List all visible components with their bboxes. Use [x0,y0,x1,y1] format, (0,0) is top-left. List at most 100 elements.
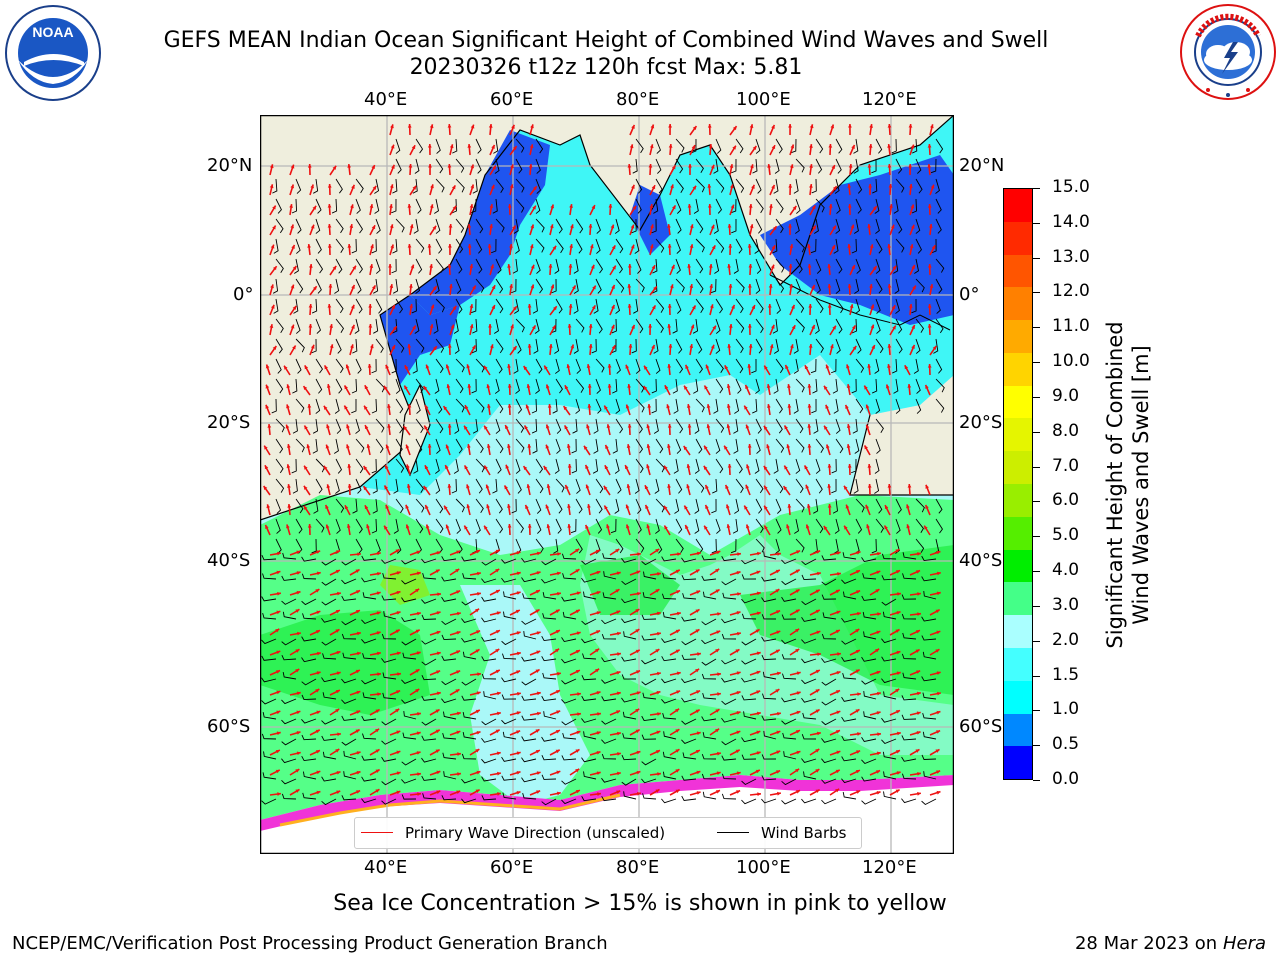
wave-arrow-head [692,305,696,310]
wave-arrow-head [896,731,901,736]
wave-arrow-head [316,610,321,615]
wind-barb [535,198,541,214]
wave-arrow-head [350,204,354,209]
wave-arrow-head [555,648,560,653]
wave-arrow-head [512,346,517,351]
wind-barb [575,378,585,393]
wave-arrow-head [355,729,360,734]
wind-barb [581,695,597,701]
wind-barb [311,338,317,354]
wind-barb [654,478,660,494]
wave-arrow-head [936,550,941,555]
wind-barb [661,638,677,643]
wind-barb [361,755,377,761]
lat-label-right-20s: 20°S [959,412,1003,433]
wind-barb [435,138,441,154]
wave-arrow-head [263,486,268,490]
wind-barb [935,138,944,154]
wave-arrow-head [433,346,437,351]
wind-barb [641,678,657,686]
wind-barb [502,731,517,740]
wave-arrow-head [312,205,317,210]
wave-arrow-head [416,731,421,736]
wave-arrow-head [630,224,635,229]
wind-barb [701,673,717,680]
wave-arrow-head [786,524,790,529]
wave-arrow-head [532,186,537,191]
wave-arrow-head [751,305,756,310]
wind-barb [335,458,343,474]
wave-arrow-head [656,690,661,695]
wave-arrow-head [304,465,308,470]
wave-arrow-head [646,464,650,469]
wave-arrow-head [651,265,656,270]
wave-arrow-head [777,791,781,796]
wave-arrow-head [704,385,708,390]
wind-barb [853,138,859,154]
wind-barb [921,798,937,806]
wave-arrow-head [556,690,560,694]
wave-arrow-head [496,691,501,696]
wind-barb [655,458,665,473]
wave-arrow-head [347,464,352,468]
wave-arrow-head [315,689,320,693]
wind-barb [375,438,384,454]
wind-barb [401,578,417,585]
wave-arrow-head [292,345,296,350]
wave-arrow-head [389,204,393,208]
wind-barb [761,654,777,661]
wind-barb [515,198,525,213]
wave-arrow-head [277,792,281,796]
wind-barb [535,358,543,374]
wave-arrow-head [366,444,371,449]
wave-arrow-head [766,404,771,408]
wave-arrow-head [747,364,752,368]
wind-barb [641,558,657,566]
wind-barb [895,238,905,253]
wave-arrow-head [284,365,288,370]
wave-arrow-head [776,750,781,755]
wind-barb [492,478,498,494]
wave-arrow-head [715,589,720,593]
wave-arrow-head [895,750,900,754]
wave-arrow-head [525,404,530,409]
wave-arrow-head [667,324,672,328]
wind-barb [681,738,697,744]
wave-arrow-head [748,204,753,208]
wind-barb [295,218,302,234]
wind-barb [721,658,737,665]
wind-barb [295,278,304,294]
wind-barb [722,592,737,600]
wave-arrow-head [436,670,441,674]
wind-barb [301,657,317,663]
wave-arrow-head [586,364,591,368]
wind-barb [452,138,458,154]
wave-arrow-head [364,385,369,390]
wind-barb [935,298,941,314]
wave-arrow-head [827,464,832,468]
wave-arrow-head [445,364,450,369]
wave-arrow-head [789,284,793,288]
wave-arrow-head [391,345,396,350]
wind-barb [883,791,897,800]
wave-arrow-head [756,670,761,675]
colorbar-tick-mark [1033,327,1040,329]
wave-arrow-head [836,750,841,755]
wave-arrow-head [286,444,291,448]
wave-arrow-head [887,124,892,128]
wave-arrow-head [884,505,889,510]
wind-barb [623,791,637,800]
wind-barb [775,198,784,214]
wave-arrow-head [545,504,550,509]
wave-arrow-head [651,185,656,190]
wave-arrow-head [705,484,709,489]
wind-barb [601,678,617,684]
wind-barb [721,633,737,640]
wind-barb [435,478,441,494]
wind-barb [641,778,657,784]
wave-arrow-head [727,224,732,228]
wave-arrow-head [909,244,914,249]
wind-barb [801,574,817,581]
wind-barb [874,358,880,374]
wave-arrow-head [456,550,461,555]
